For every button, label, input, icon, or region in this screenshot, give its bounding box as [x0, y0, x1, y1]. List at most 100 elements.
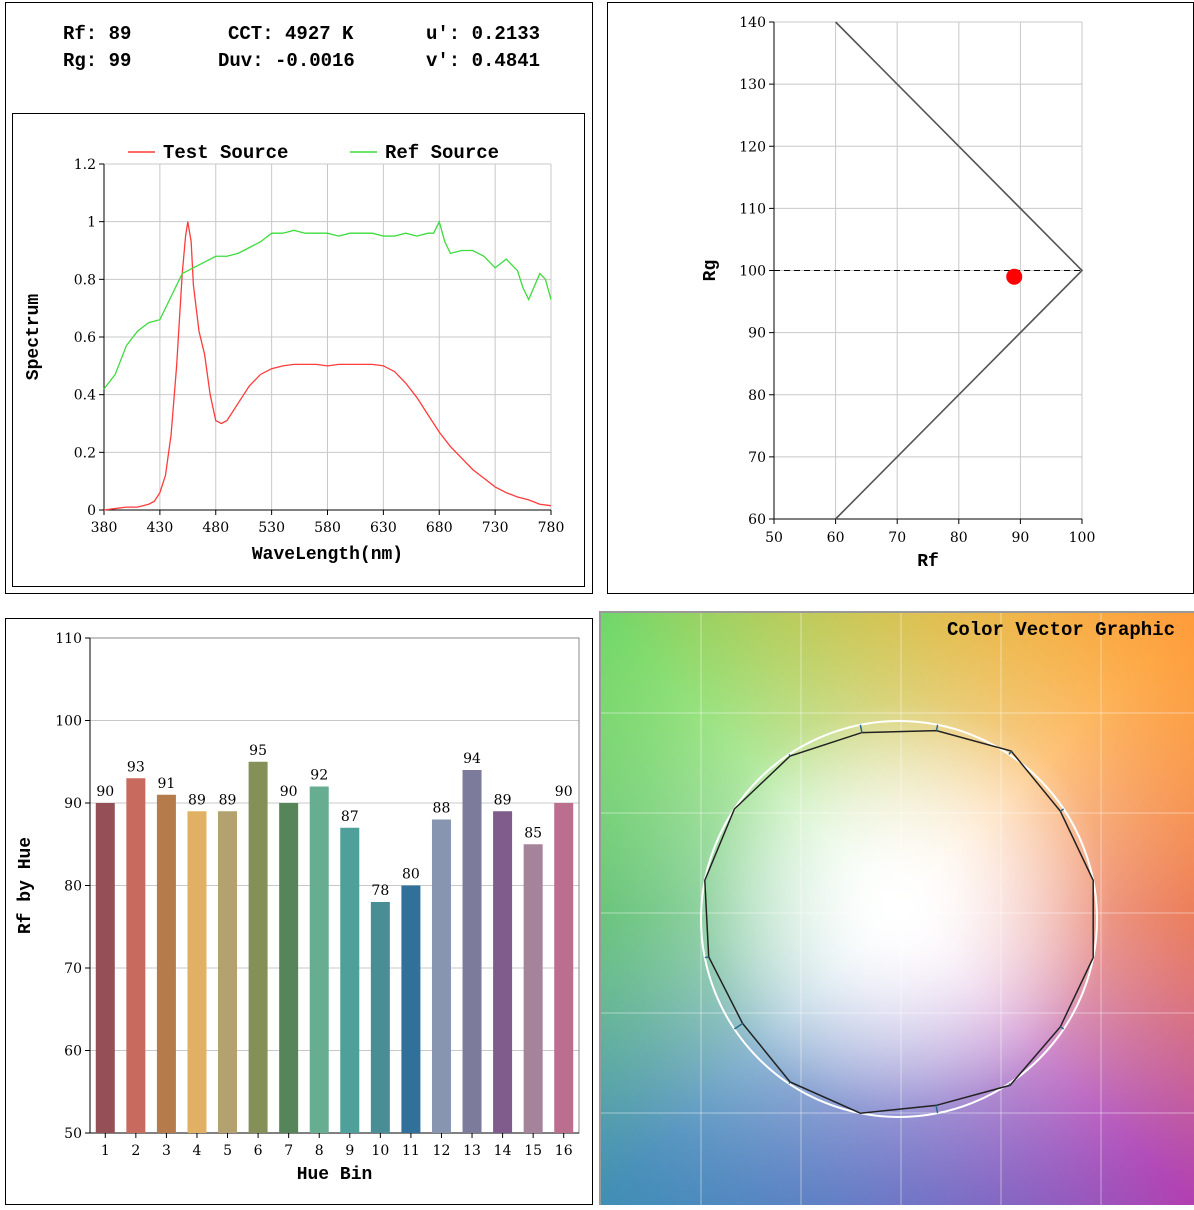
bar-9	[340, 827, 360, 1133]
u-prime-value: u': 0.2133	[426, 23, 541, 45]
hue-vector-4	[935, 724, 939, 731]
x-tick-label: 9	[345, 1143, 354, 1159]
y-tick-label: 100	[55, 714, 82, 730]
x-tick-label: 380	[91, 520, 118, 536]
bar-value-label: 91	[157, 776, 175, 792]
y-tick-label: 50	[64, 1126, 82, 1142]
x-tick-label: 680	[426, 520, 453, 536]
x-axis-label: Rf	[917, 552, 939, 572]
y-tick-label: 60	[748, 512, 766, 528]
bar-13	[462, 770, 482, 1133]
bar-2	[126, 778, 146, 1133]
rf-hue-chart: 5060708090100110901932913894895956907928…	[16, 631, 580, 1185]
rf-rg-chart: 50 60 70 80 90 100 60 70 80 90 100 110 120 130 140 Rf Rg	[701, 15, 1096, 572]
y-tick-label: 140	[739, 15, 766, 31]
bar-11	[401, 885, 421, 1133]
x-tick-label: 60	[827, 530, 845, 546]
series-line-1	[103, 221, 552, 511]
bar-value-label: 89	[219, 792, 237, 808]
y-axis-label: Rg	[701, 260, 721, 282]
bar-value-label: 90	[555, 784, 573, 800]
bar-value-label: 87	[341, 809, 359, 825]
gamut-boundary	[835, 21, 1084, 520]
bar-3	[156, 794, 176, 1133]
bar-16	[554, 803, 574, 1133]
rg-value: Rg: 99	[63, 50, 132, 72]
y-axis-label: Spectrum	[24, 294, 44, 381]
spectrum-chart-frame: 380 430 480 530 580 630 680 730 780 0 0.2 0.4 0.6 0.8…	[12, 113, 585, 587]
y-tick-label: 0.2	[74, 445, 96, 461]
hue-vector-6	[788, 753, 791, 757]
y-tick-label: 70	[748, 450, 766, 466]
x-tick-label: 8	[315, 1143, 324, 1159]
y-tick-label: 1	[87, 215, 96, 231]
bar-value-label: 95	[249, 743, 267, 759]
spectrum-chart: 380 430 480 530 580 630 680 730 780 0 0.2 0.4 0.6 0.8…	[24, 142, 564, 565]
y-tick-label: 0	[87, 503, 96, 519]
x-tick-label: 16	[555, 1143, 573, 1159]
cct-value: CCT: 4927 K	[228, 23, 354, 45]
x-tick-label: 5	[223, 1143, 232, 1159]
vector-chart-title: Color Vector Graphic	[947, 619, 1175, 641]
rf-value: Rf: 89	[63, 23, 132, 45]
y-tick-label: 1.2	[74, 157, 96, 173]
rf-rg-panel: 50 60 70 80 90 100 60 70 80 90 100 110 120 130 140 Rf Rg	[607, 2, 1194, 594]
x-tick-label: 12	[433, 1143, 451, 1159]
bar-value-label: 89	[494, 792, 512, 808]
x-tick-label: 80	[950, 530, 968, 546]
bar-14	[493, 811, 513, 1133]
x-tick-label: 6	[254, 1143, 263, 1159]
legend-label-2: Ref Source	[385, 142, 499, 164]
y-tick-label: 110	[739, 201, 766, 217]
x-tick-label: 10	[371, 1143, 389, 1159]
x-tick-label: 630	[370, 520, 397, 536]
y-tick-label: 110	[55, 631, 82, 647]
x-tick-label: 90	[1011, 530, 1029, 546]
hue-vector-11	[788, 1081, 791, 1085]
x-tick-label: 11	[402, 1143, 420, 1159]
bar-value-label: 88	[433, 801, 451, 817]
hue-vector-3	[1008, 750, 1012, 755]
rf-rg-point	[1006, 268, 1023, 285]
y-axis-label: Rf by Hue	[16, 837, 36, 934]
y-tick-label: 60	[64, 1044, 82, 1060]
color-vector-chart: Color Vector Graphic	[601, 613, 1194, 1205]
y-tick-label: 0.4	[74, 388, 96, 404]
rf-hue-panel: 50 60 70 80 90 100 110 90 1 93 2 91 3 89 4 89 5 95 6 90 7 92 8…	[5, 618, 593, 1205]
x-tick-label: 480	[202, 520, 229, 536]
x-tick-label: 580	[314, 520, 341, 536]
x-tick-label: 14	[494, 1143, 512, 1159]
x-tick-label: 1	[101, 1143, 110, 1159]
y-tick-label: 90	[64, 796, 82, 812]
hue-vector-10	[733, 1022, 744, 1030]
y-tick-label: 0.8	[74, 272, 96, 288]
x-tick-label: 50	[765, 530, 783, 546]
hue-vector-14	[1008, 1083, 1011, 1086]
x-axis-label: Hue Bin	[297, 1165, 373, 1185]
y-tick-label: 80	[64, 879, 82, 895]
hue-vector-9	[704, 956, 709, 959]
x-axis-label: WaveLength(nm)	[252, 545, 403, 565]
series-line-2	[103, 219, 552, 390]
bar-10	[370, 902, 390, 1133]
color-vector-panel: Color Vector Graphic	[599, 611, 1194, 1205]
x-tick-label: 3	[162, 1143, 171, 1159]
bar-6	[248, 761, 268, 1133]
bar-value-label: 85	[524, 825, 542, 841]
bar-value-label: 90	[280, 784, 298, 800]
bar-7	[279, 803, 299, 1133]
bar-value-label: 92	[310, 768, 328, 784]
x-tick-label: 100	[1069, 530, 1096, 546]
duv-value: Duv: -0.0016	[218, 50, 355, 72]
bar-1	[95, 803, 115, 1133]
reference-circle	[700, 720, 1098, 1118]
x-tick-label: 430	[147, 520, 174, 536]
x-tick-label: 4	[193, 1143, 202, 1159]
bar-value-label: 93	[127, 759, 145, 775]
bar-value-label: 89	[188, 792, 206, 808]
x-tick-label: 7	[284, 1143, 293, 1159]
bar-4	[187, 811, 207, 1133]
x-tick-label: 730	[482, 520, 509, 536]
y-tick-label: 120	[739, 139, 766, 155]
x-tick-label: 15	[524, 1143, 542, 1159]
